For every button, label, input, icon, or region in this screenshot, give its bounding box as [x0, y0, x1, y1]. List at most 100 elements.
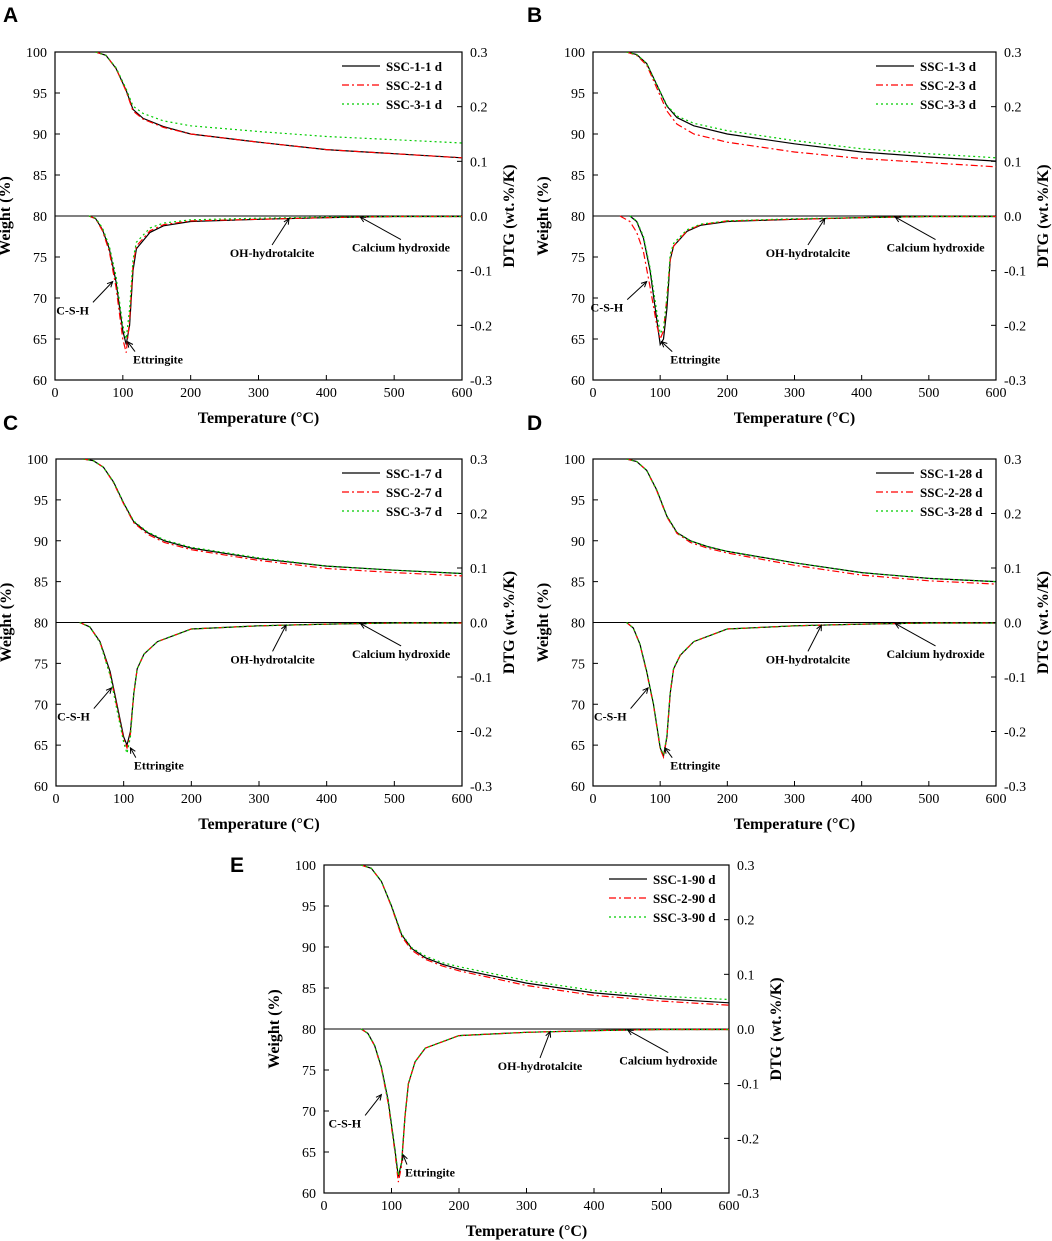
series-group: [88, 52, 462, 353]
y-tick-label: 85: [571, 576, 585, 591]
annotation-label: Ettringite: [133, 353, 184, 367]
panel-letter: E: [230, 854, 244, 877]
x-tick-label: 300: [784, 792, 805, 807]
x-tick-label: 500: [918, 386, 939, 401]
x-tick-label: 500: [384, 386, 405, 401]
annotation-arrowhead: [129, 746, 136, 754]
annotation-label: Calcium hydroxide: [886, 241, 985, 255]
legend-label-1: SSC-1-1 d: [386, 59, 443, 74]
annotation-arrowhead: [640, 280, 648, 288]
dtg-line-2: [79, 621, 462, 750]
annotation-arrowhead: [894, 623, 902, 629]
y-tick-label: 75: [34, 657, 48, 672]
x-tick-label: 100: [650, 386, 671, 401]
annotation-arrowhead: [359, 623, 367, 629]
annotation-arrow: [895, 623, 936, 647]
y2-tick-label: -0.2: [1004, 726, 1026, 741]
y2-tick-label: -0.2: [470, 319, 492, 334]
x-tick-label: 300: [516, 1199, 537, 1214]
y-tick-label: 95: [302, 900, 316, 915]
annotation-label: C-S-H: [57, 710, 90, 724]
x-tick-label: 100: [650, 792, 671, 807]
annotation-label: Calcium hydroxide: [619, 1054, 718, 1068]
annotation-arrow: [895, 216, 936, 240]
annotation-arrowhead: [642, 687, 649, 694]
y-tick-label: 80: [33, 210, 47, 225]
y2-tick-label: -0.1: [1004, 265, 1026, 280]
x-tick-label: 600: [452, 792, 473, 807]
y-tick-label: 100: [564, 46, 585, 61]
x-tick-label: 500: [918, 792, 939, 807]
y-axis-title: Weight (%): [266, 989, 283, 1069]
y-tick-label: 85: [571, 169, 585, 184]
y-tick-label: 60: [302, 1187, 316, 1202]
y2-tick-label: 0.1: [1004, 562, 1022, 577]
annotation-arrowhead: [819, 217, 826, 225]
series-group: [360, 865, 729, 1183]
x-tick-label: 600: [986, 386, 1007, 401]
annotation-arrowhead: [626, 1029, 634, 1036]
y-tick-label: 70: [571, 698, 585, 713]
y-tick-label: 60: [33, 374, 47, 389]
dtg-line-1: [629, 215, 996, 347]
x-tick-label: 0: [590, 386, 597, 401]
y-tick-label: 80: [571, 210, 585, 225]
panel-letter: C: [3, 412, 18, 435]
y-tick-label: 75: [571, 657, 585, 672]
panel-b: B 0 100 200 300 400 500 600 60 65 70 75 80 85 90 95 100 -…: [527, 4, 1052, 427]
y2-tick-label: -0.1: [470, 671, 492, 686]
y-tick-label: 90: [571, 535, 585, 550]
y-axis-title: Weight (%): [0, 583, 15, 663]
x-tick-label: 500: [384, 792, 405, 807]
y-tick-label: 70: [571, 292, 585, 307]
y-tick-label: 65: [34, 739, 48, 754]
annotation-arrowhead: [375, 1093, 383, 1101]
annotation-label: OH-hydrotalcite: [498, 1059, 583, 1073]
weight-line-2: [83, 459, 462, 577]
x-tick-label: 400: [584, 1199, 605, 1214]
x-tick-label: 500: [651, 1199, 672, 1214]
panel-letter: D: [527, 412, 542, 435]
annotation-arrowhead: [402, 1153, 408, 1161]
annotation-label: Ettringite: [670, 759, 721, 773]
dtg-line-1: [360, 1028, 729, 1177]
y2-tick-label: 0.2: [470, 508, 488, 523]
weight-line-3: [83, 459, 462, 575]
annotation-label: Calcium hydroxide: [886, 647, 985, 661]
y2-tick-label: 0.0: [1004, 617, 1022, 632]
x-tick-label: 400: [316, 792, 337, 807]
annotation-arrow: [626, 281, 648, 301]
y2-tick-label: -0.1: [470, 265, 492, 280]
annotation-label: C-S-H: [591, 301, 624, 315]
y-tick-label: 85: [34, 576, 48, 591]
weight-line-3: [360, 865, 729, 1001]
y2-tick-label: 0.1: [470, 562, 488, 577]
annotation-arrow: [364, 1094, 382, 1116]
y-tick-label: 90: [34, 535, 48, 550]
legend-label-2: SSC-2-90 d: [653, 891, 716, 906]
y-tick-label: 65: [571, 739, 585, 754]
legend-label-1: SSC-1-28 d: [920, 466, 983, 481]
x-tick-label: 400: [851, 386, 872, 401]
y2-tick-label: -0.1: [1004, 671, 1026, 686]
y-tick-label: 100: [564, 453, 585, 468]
legend-label-1: SSC-1-3 d: [920, 59, 977, 74]
y2-tick-label: 0.0: [1004, 210, 1022, 225]
annotation-arrow: [271, 218, 290, 246]
y2-tick-label: 0.3: [470, 46, 488, 61]
annotation-arrow: [627, 1029, 669, 1053]
annotation-arrowhead: [283, 217, 290, 225]
y-tick-label: 100: [295, 859, 316, 874]
y2-tick-label: -0.2: [1004, 319, 1026, 334]
annotation-arrowhead: [894, 216, 902, 223]
dtg-line-2: [360, 1028, 729, 1183]
y2-tick-label: 0.0: [470, 210, 488, 225]
x-tick-label: 600: [452, 386, 473, 401]
annotation-arrowhead: [664, 746, 671, 754]
legend-label-1: SSC-1-7 d: [386, 466, 443, 481]
annotation-arrowhead: [280, 624, 287, 632]
x-tick-label: 100: [113, 792, 134, 807]
dtg-line-3: [626, 622, 996, 758]
x-tick-label: 0: [590, 792, 597, 807]
y2-tick-label: -0.3: [470, 780, 492, 795]
